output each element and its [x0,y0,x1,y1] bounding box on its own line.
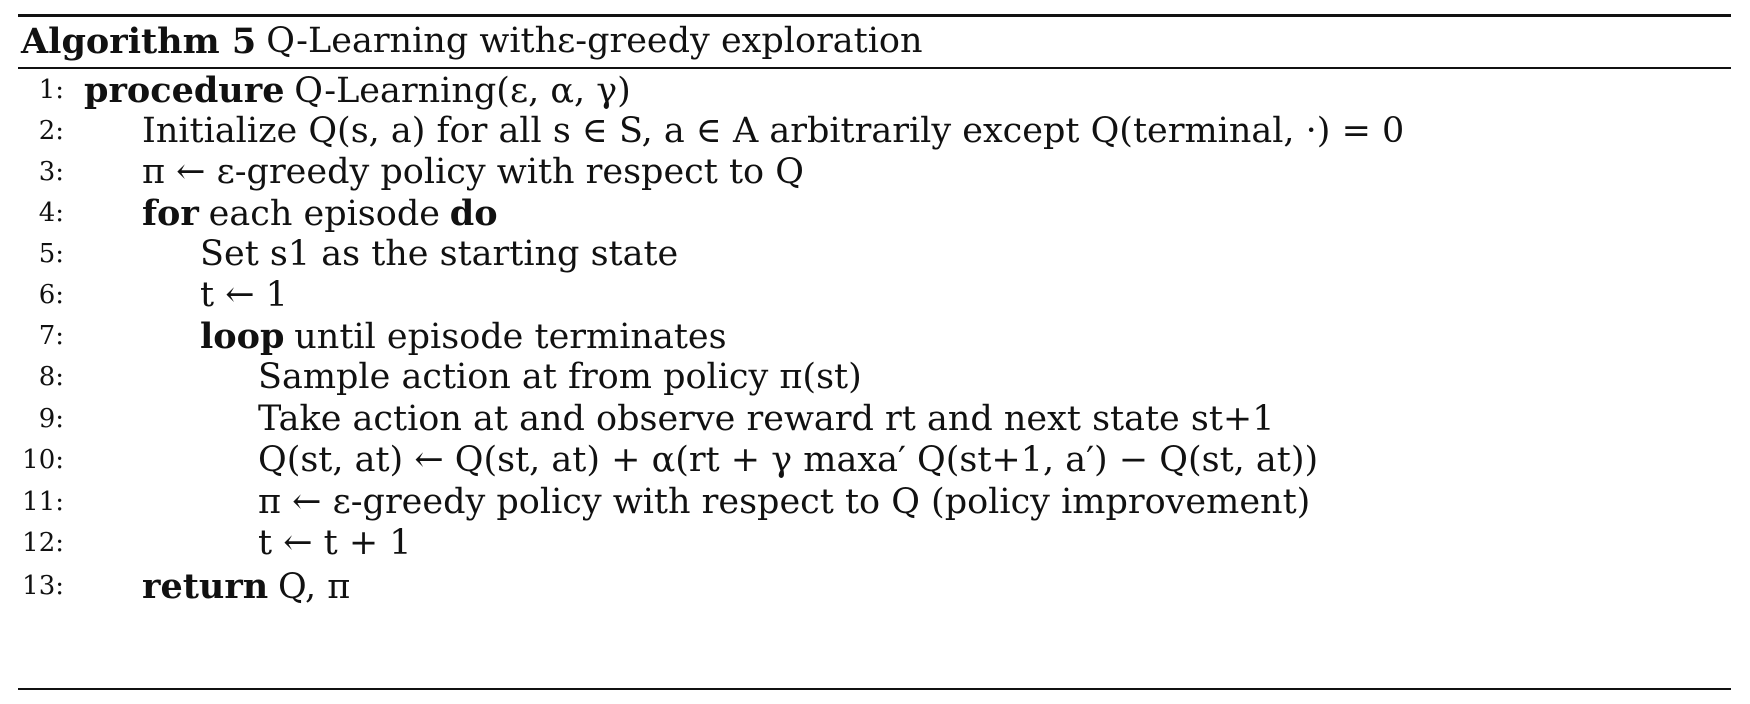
line-number: 2: [38,116,64,146]
procedure-signature: Q-Learning(ε, α, γ) [294,70,631,111]
line-number: 11: [22,487,64,517]
algorithm-label: Algorithm 5 [21,20,257,62]
line-number: 9: [38,404,64,434]
line-content: return Q, π [142,566,350,607]
keyword-return: return [142,565,269,607]
line-number: 10: [22,445,64,475]
algorithm-line-13: 13: return Q, π [0,563,1750,609]
algorithm-title: Q-Learning withε-greedy exploration [266,21,923,61]
line-number: 8: [38,362,64,392]
algorithm-line-5: 5: Set s1 as the starting state [0,231,1750,277]
line-number: 3: [38,157,64,187]
line-number: 7: [38,321,64,351]
line-number: 5: [38,239,64,269]
bottom-rule [18,688,1731,690]
algorithm-line-6: 6: t ← 1 [0,272,1750,318]
algorithm-line-7: 7: loop until episode terminates [0,313,1750,359]
line-number: 6: [38,280,64,310]
caption-rule [18,67,1731,69]
line-content: loop until episode terminates [200,316,727,357]
top-rule [18,14,1731,17]
algorithm-line-3: 3: π ← ε-greedy policy with respect to Q [0,149,1750,195]
keyword-do: do [449,192,498,234]
line-content: Set s1 as the starting state [200,234,679,274]
line-content: π ← ε-greedy policy with respect to Q (p… [258,482,1311,522]
line-number: 4: [38,198,64,228]
keyword-procedure: procedure [84,69,285,111]
algorithm-line-1: 1: procedure Q-Learning(ε, α, γ) [0,67,1750,113]
algorithm-line-12: 12: t ← t + 1 [0,520,1750,566]
algorithm-line-4: 4: for each episode do [0,190,1750,236]
line-number: 1: [38,75,64,105]
line-content: π ← ε-greedy policy with respect to Q [142,152,804,192]
line-content: Sample action at from policy π(st) [258,357,862,397]
keyword-loop: loop [200,315,285,357]
line-content: t ← t + 1 [258,523,412,563]
line-content: for each episode do [142,193,498,234]
line-content: Take action at and observe reward rt and… [258,399,1275,439]
line-number: 12: [22,528,64,558]
algorithm-line-2: 2: Initialize Q(s, a) for all s ∈ S, a ∈… [0,108,1750,154]
keyword-for: for [142,192,199,234]
return-values: Q, π [278,566,351,607]
algorithm-caption: Algorithm 5 Q-Learning withε-greedy expl… [21,16,923,66]
loop-text: each episode [208,193,440,234]
line-content: t ← 1 [200,275,288,315]
line-content: procedure Q-Learning(ε, α, γ) [84,70,631,111]
line-number: 13: [22,571,64,601]
line-content: Initialize Q(s, a) for all s ∈ S, a ∈ A … [142,111,1405,151]
algorithm-line-8: 8: Sample action at from policy π(st) [0,354,1750,400]
algorithm-line-10: 10: Q(st, at) ← Q(st, at) + α(rt + γ max… [0,437,1750,483]
loop-text: until episode terminates [294,316,727,357]
algorithm-line-11: 11: π ← ε-greedy policy with respect to … [0,479,1750,525]
algorithm-line-9: 9: Take action at and observe reward rt … [0,396,1750,442]
line-content: Q(st, at) ← Q(st, at) + α(rt + γ maxa′ Q… [258,440,1319,480]
